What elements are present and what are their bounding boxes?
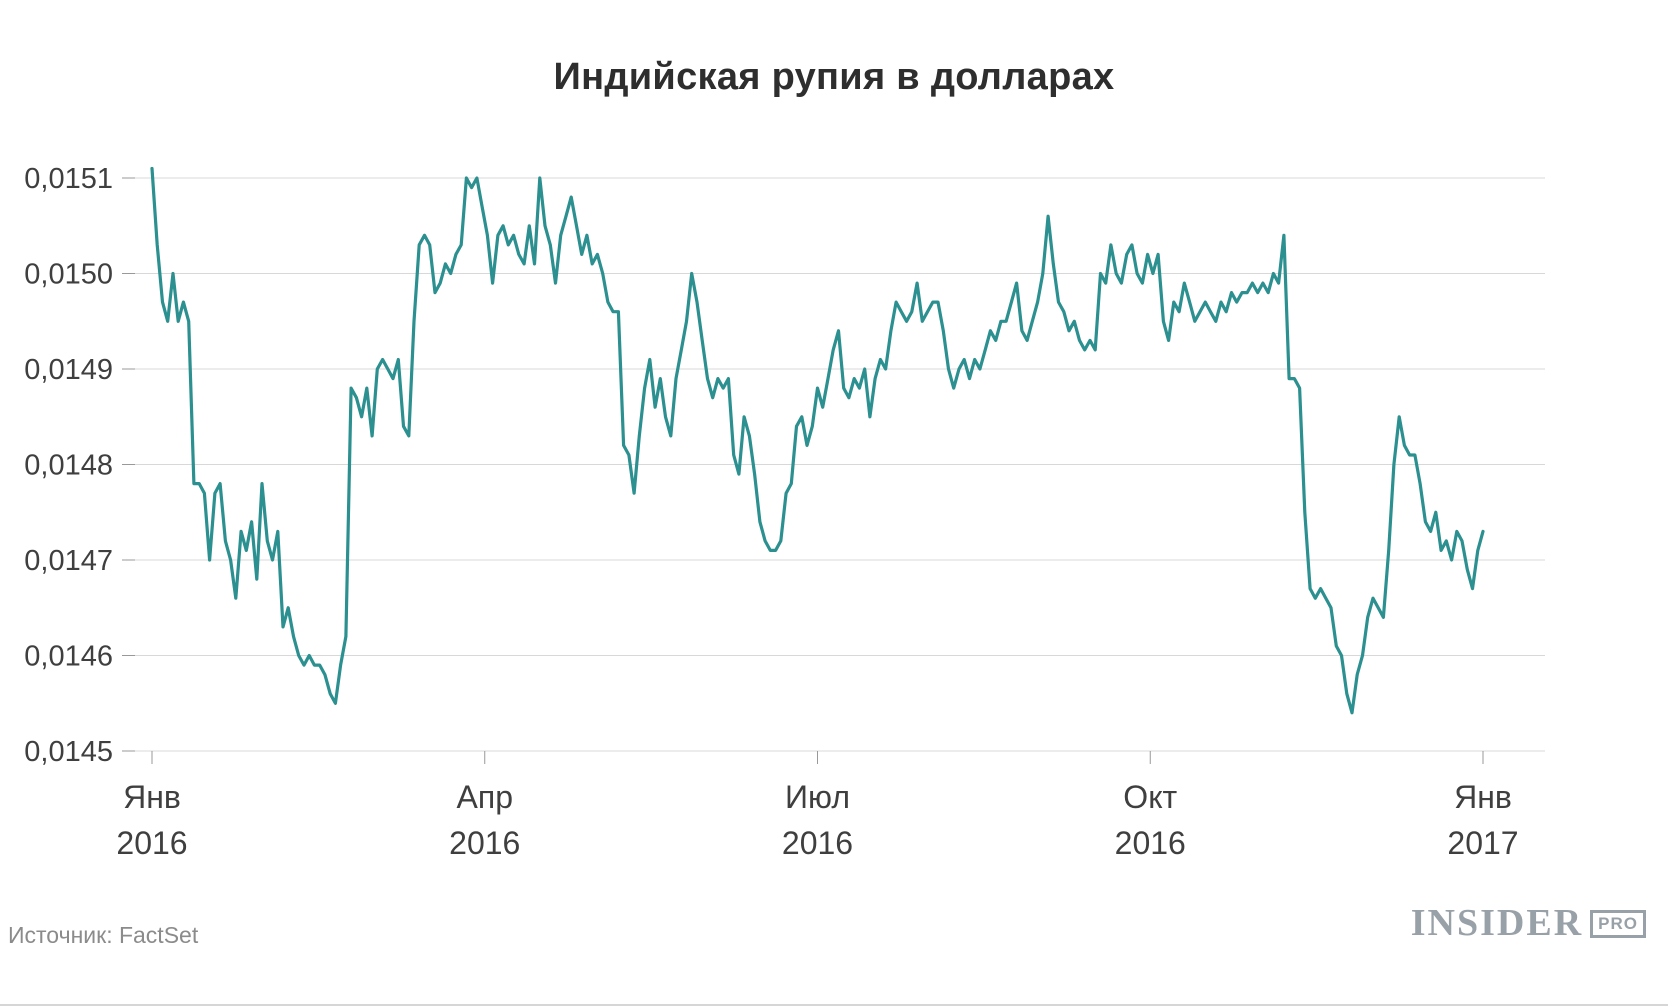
svg-text:0,0151: 0,0151 [24,163,113,195]
svg-text:2016: 2016 [116,825,187,861]
chart-title: Индийская рупия в долларах [553,56,1115,98]
svg-text:2016: 2016 [782,825,853,861]
svg-text:Янв: Янв [1454,779,1512,815]
svg-text:0,0146: 0,0146 [24,641,113,673]
svg-text:0,0150: 0,0150 [24,259,113,291]
svg-text:Окт: Окт [1123,779,1177,815]
svg-text:2016: 2016 [449,825,520,861]
svg-text:Янв: Янв [123,779,181,815]
svg-text:0,0149: 0,0149 [24,354,113,386]
svg-text:2016: 2016 [1115,825,1186,861]
insider-pro-logo: INSIDER PRO [1411,901,1646,945]
svg-text:Июл: Июл [785,779,850,815]
source-label: Источник: FactSet [8,922,199,948]
svg-text:0,0145: 0,0145 [24,736,113,768]
logo-pro-badge: PRO [1590,910,1646,938]
svg-text:Апр: Апр [457,779,513,815]
exchange-rate-line-chart: 0,0145 0,0146 0,0147 0,0148 0,0149 0,0150 0,01… [24,163,1545,861]
logo-main-text: INSIDER [1410,902,1584,944]
svg-text:2017: 2017 [1447,825,1518,861]
svg-text:0,0147: 0,0147 [24,545,113,577]
svg-text:0,0148: 0,0148 [24,450,113,482]
